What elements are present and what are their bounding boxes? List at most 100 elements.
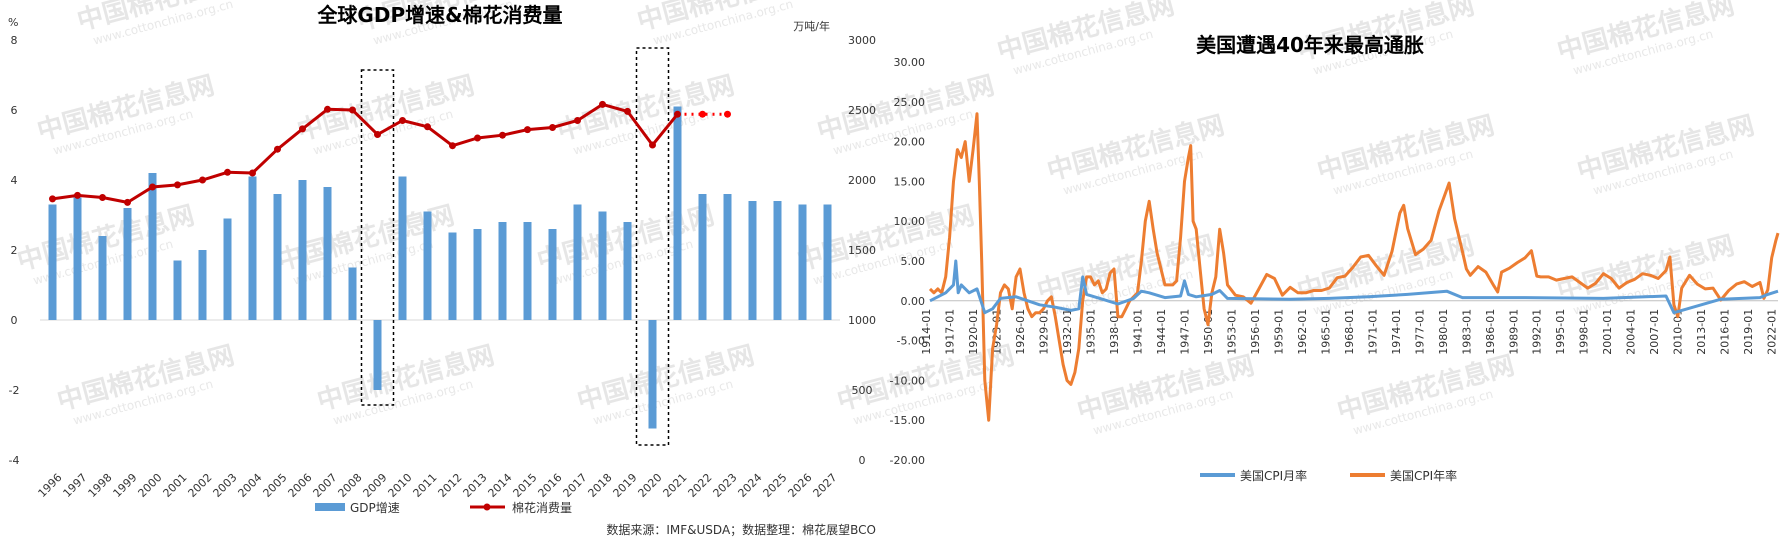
gdp-bar [473,229,482,320]
highlight-boxes [360,47,670,446]
right-y-tick: 500 [852,384,873,397]
cpi-x-tick-label: 1953-01 [1225,309,1238,355]
legend-gdp-swatch [315,503,345,511]
cpi-y-tick: -15.00 [890,414,925,427]
gdp-bar [323,187,332,320]
legend-yoy-label: 美国CPI年率 [1390,468,1457,483]
cotton-point [149,183,156,191]
x-tick-label: 2003 [211,471,240,500]
x-tick-label: 2000 [136,471,165,500]
cpi-x-tick-label: 1968-01 [1343,309,1356,355]
legend-cotton-marker [483,503,491,511]
right-y-unit: 万吨/年 [793,19,830,33]
cpi-x-tick-label: 1950-01 [1202,309,1215,355]
gdp-bars [48,106,832,429]
cpi-x-tick-label: 1926-01 [1014,309,1027,355]
us-cpi-chart: 美国遭遇40年来最高通胀 -20.00 -15.00 -10.00 -5.00 0.00… [890,33,1780,483]
x-tick-label: 1997 [61,471,90,500]
cpi-x-tick-label: 1989-01 [1507,309,1520,355]
cpi-x-tick-label: 1938-01 [1108,309,1121,355]
x-tick-label: 1996 [36,471,65,500]
cotton-point [574,117,581,124]
cpi-x-tick-label: 1929-01 [1037,309,1050,355]
x-tick-label: 2001 [161,471,190,500]
cpi-y-tick: 30.00 [894,56,926,69]
cotton-point [724,110,731,118]
cpi-x-tick-label: 1983-01 [1460,309,1473,355]
cpi-x-tick-label: 2004-01 [1625,309,1638,355]
gdp-bar [173,260,182,320]
gdp-bar [73,197,82,320]
gdp-bar [723,194,732,320]
x-tick-label: 2006 [286,471,315,500]
x-tick-label: 2013 [461,471,490,500]
cotton-point [424,123,431,131]
left-y-tick: -4 [9,454,20,467]
right-y-tick: 2500 [848,104,876,117]
left-y-unit: % [8,16,18,29]
cpi-x-tick-label: 1992-01 [1531,309,1544,355]
cpi-x-tick-label: 1959-01 [1272,309,1285,355]
gdp-bar [48,204,57,320]
gdp-bar [623,222,632,320]
cpi-x-tick-label: 1971-01 [1366,309,1379,355]
gdp-bar [573,204,582,320]
highlight-box-2020 [635,47,670,446]
cpi-lines [928,112,1780,422]
x-tick-label: 2004 [236,471,265,500]
cpi-y-tick: 25.00 [894,96,926,109]
gdp-bar [423,211,432,320]
cpi-x-tick-label: 1944-01 [1155,309,1168,355]
gdp-bar [798,204,807,320]
gdp-bar [223,218,232,320]
legend-gdp-label: GDP增速 [350,501,400,515]
cpi-x-tick-label: 1935-01 [1084,309,1097,355]
right-legend: 美国CPI月率 美国CPI年率 [1200,468,1457,483]
gdp-bar [673,106,682,320]
cpi-x-tick-label: 1962-01 [1296,309,1309,355]
cotton-point [649,141,656,149]
gdp-bar [123,208,132,320]
cpi-x-tick-label: 1920-01 [967,309,980,355]
cpi-x-tick-label: 1965-01 [1319,309,1332,355]
cpi-x-tick-label: 1941-01 [1131,309,1144,355]
x-tick-label: 2020 [636,471,665,500]
cpi-y-tick: 0.00 [901,295,926,308]
cotton-point [549,124,556,131]
x-tick-label: 2002 [186,471,215,500]
gdp-bar [148,173,157,320]
cpi-y-tick: 10.00 [894,215,926,228]
cotton-point [499,131,506,139]
x-tick-label: 2012 [436,471,465,500]
gdp-bar [523,222,532,320]
cpi-y-tick: -5.00 [897,335,925,348]
x-tick-label: 2009 [361,471,390,500]
cotton-point [699,110,706,118]
cpi-x-tick-label: 2007-01 [1648,309,1661,355]
left-y-tick: 4 [11,174,18,187]
cpi-y-tick: 20.00 [894,136,926,149]
cpi-x-tick-label: 1980-01 [1437,309,1450,355]
right-y-tick: 3000 [848,34,876,47]
x-tick-label: 2010 [386,471,415,500]
cpi-x-tick-label: 2010-01 [1672,309,1685,355]
x-tick-label: 2022 [686,471,715,500]
right-y-tick: 1000 [848,314,876,327]
cpi-y-tick: -20.00 [890,454,925,467]
cotton-point [299,125,306,133]
gdp-bar [398,176,407,320]
x-tick-label: 2005 [261,471,290,500]
cpi-x-tick-label: 1932-01 [1061,309,1074,355]
highlight-box-2009 [360,69,395,406]
cpi-mom-line [929,259,1779,315]
cotton-point [224,168,231,176]
cpi-x-tick-label: 1986-01 [1484,309,1497,355]
left-y-tick: 6 [11,104,18,117]
x-tick-label: 2007 [311,471,340,500]
x-tick-label: 2025 [761,471,790,500]
gdp-bar [748,201,757,320]
cpi-x-tick-label: 2019-01 [1742,309,1755,355]
cpi-x-tick-label: 1995-01 [1554,309,1567,355]
x-tick-label: 2011 [411,471,440,500]
x-tick-label: 1999 [111,471,140,500]
